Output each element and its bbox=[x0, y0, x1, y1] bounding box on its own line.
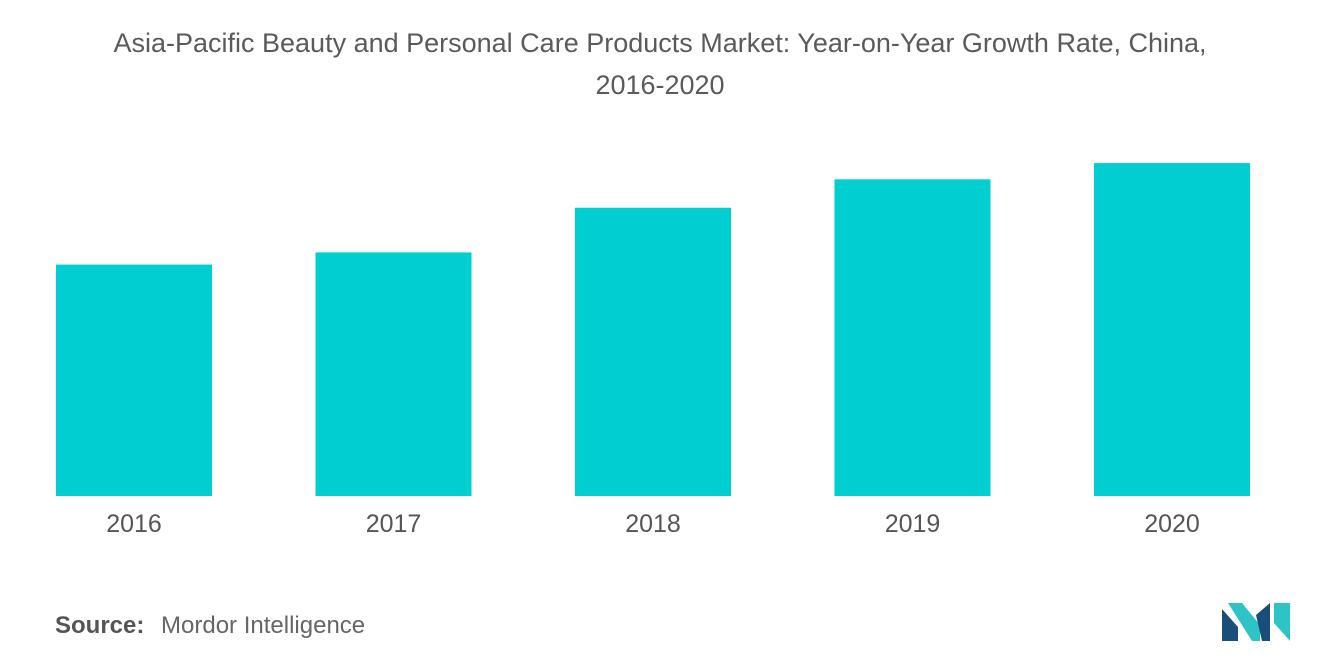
x-tick-label-2020: 2020 bbox=[1144, 510, 1200, 538]
bar-2017 bbox=[315, 252, 472, 496]
x-tick-label-2018: 2018 bbox=[625, 510, 681, 538]
source-note: Source: Mordor Intelligence bbox=[55, 612, 365, 640]
bar-2016 bbox=[56, 264, 212, 496]
chart-title-line-2: 2016-2020 bbox=[595, 70, 725, 100]
source-text: Mordor Intelligence bbox=[161, 612, 366, 639]
x-tick-label-2016: 2016 bbox=[106, 510, 162, 538]
bar-2018 bbox=[575, 207, 731, 497]
bar-2020 bbox=[1094, 163, 1250, 496]
bar-chart: 2016 2017 2018 2019 2020 bbox=[56, 163, 1250, 538]
source-label: Source: bbox=[55, 612, 145, 639]
mordor-intelligence-logo bbox=[1222, 603, 1290, 641]
logo-shape-left bbox=[1222, 609, 1238, 641]
chart-title-line-1: Asia-Pacific Beauty and Personal Care Pr… bbox=[113, 28, 1207, 58]
logo-shape-mid bbox=[1228, 603, 1260, 641]
chart-title: Asia-Pacific Beauty and Personal Care Pr… bbox=[0, 22, 1320, 106]
x-tick-label-2017: 2017 bbox=[366, 510, 422, 538]
x-tick-label-2019: 2019 bbox=[885, 510, 941, 538]
logo-shape-right-light bbox=[1274, 603, 1290, 641]
bar-2019 bbox=[834, 179, 991, 496]
logo-shape-right-dark bbox=[1256, 603, 1270, 641]
